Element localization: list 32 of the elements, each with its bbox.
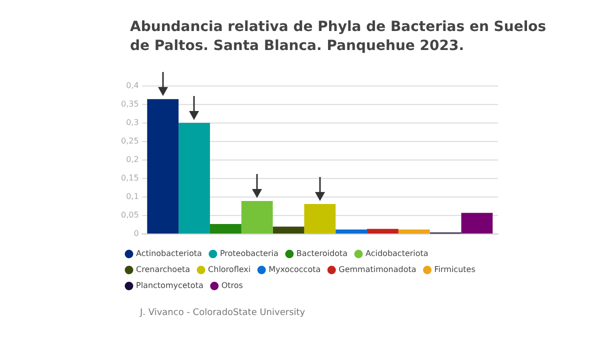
y-tick-label: 0,2 (126, 154, 139, 164)
legend-label: Firmicutes (434, 265, 476, 274)
bar (367, 228, 398, 234)
bar (336, 230, 368, 234)
legend-label: Otros (221, 281, 243, 290)
legend-label: Gemmatimonadota (338, 265, 416, 274)
bar (272, 226, 304, 234)
legend-label: Proteobacteria (220, 249, 279, 258)
y-tick-label: 0,3 (126, 118, 139, 127)
legend-label: Myxococcota (268, 265, 321, 274)
y-tick-label: 0 (134, 229, 139, 238)
y-tick-label: 0,4 (126, 80, 139, 90)
legend-label: Crenarchoeta (136, 265, 190, 274)
y-tick-label: 0,15 (121, 174, 139, 183)
legend-label: Planctomycetota (136, 281, 204, 290)
bar (241, 201, 273, 234)
text: J. Vivanco - ColoradoState University (140, 308, 306, 318)
chart-title: Abundancia relativa de Phyla de Bacterias en Suelos de Paltos. Santa Blanca. Panquehue 2023. (130, 18, 548, 56)
y-tick-label: 0,05 (121, 210, 139, 220)
bar (178, 122, 210, 234)
bar (210, 224, 242, 234)
legend-label: Acidobacteriota (366, 249, 428, 258)
y-tick-label: 0,25 (121, 136, 139, 146)
legend-label: Chloroflexi (208, 265, 251, 274)
bar (398, 230, 430, 234)
y-tick-label: 0,35 (121, 99, 139, 108)
y-tick-label: 0,1 (126, 192, 139, 202)
legend-label: Actinobacteriota (136, 249, 202, 258)
bar (147, 99, 179, 234)
bar (304, 204, 336, 234)
bar (461, 212, 493, 234)
legend-label: Bacteroidota (296, 249, 348, 258)
